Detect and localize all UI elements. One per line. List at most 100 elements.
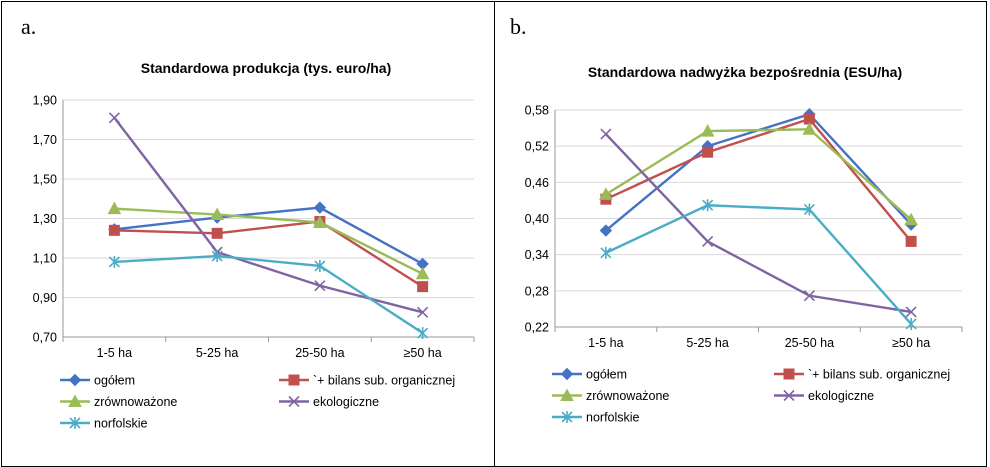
data-point bbox=[314, 259, 326, 272]
data-point bbox=[803, 203, 815, 216]
legend-label: `+ bilans sub. organicznej bbox=[313, 374, 455, 388]
x-tick-label: 1-5 ha bbox=[588, 336, 623, 350]
y-tick-label: 0,90 bbox=[33, 291, 57, 305]
legend-item: norfolskie bbox=[60, 417, 148, 431]
y-tick-label: 0,70 bbox=[33, 331, 57, 345]
panel-b-letter: b. bbox=[510, 14, 527, 39]
data-point bbox=[904, 212, 918, 226]
x-tick-label: ≥50 ha bbox=[404, 346, 442, 360]
data-point bbox=[600, 246, 612, 259]
y-tick-label: 0,28 bbox=[525, 284, 549, 298]
legend-item: ekologiczne bbox=[279, 395, 379, 409]
y-tick-label: 1,70 bbox=[33, 133, 57, 147]
x-tick-label: 1-5 ha bbox=[97, 346, 132, 360]
y-tick-label: 0,46 bbox=[525, 176, 549, 190]
data-point bbox=[211, 250, 223, 263]
x-tick-label: 25-50 ha bbox=[785, 336, 834, 350]
panel-a-letter: a. bbox=[21, 14, 37, 39]
legend-label: norfolskie bbox=[94, 417, 148, 431]
panel-divider bbox=[494, 1, 495, 467]
data-point bbox=[600, 128, 612, 140]
series-line bbox=[605, 204, 913, 325]
legend-swatch-marker bbox=[69, 417, 81, 429]
y-tick-label: 1,10 bbox=[33, 252, 57, 266]
legend-item: norfolskie bbox=[552, 411, 640, 425]
series-line bbox=[114, 206, 424, 265]
y-tick-label: 0,40 bbox=[525, 212, 549, 226]
legend-swatch-marker bbox=[288, 395, 300, 408]
series-0 bbox=[599, 108, 918, 237]
series-line bbox=[114, 254, 424, 335]
y-tick-label: 1,90 bbox=[33, 94, 57, 108]
chart-a: Standardowa produkcja (tys. euro/ha) 0,70… bbox=[33, 60, 475, 431]
data-point bbox=[700, 124, 715, 137]
data-point bbox=[417, 281, 429, 293]
data-point bbox=[107, 201, 122, 215]
series-line bbox=[605, 128, 912, 221]
data-point bbox=[415, 266, 430, 280]
series-2 bbox=[107, 201, 430, 280]
data-point bbox=[702, 235, 714, 247]
legend-swatch-marker bbox=[783, 368, 795, 380]
series-2 bbox=[599, 122, 918, 226]
data-point bbox=[417, 306, 429, 318]
legend-item: zrównoważone bbox=[60, 394, 177, 409]
legend-swatch-marker bbox=[288, 374, 300, 386]
data-point bbox=[802, 122, 817, 135]
series-line bbox=[114, 207, 424, 275]
data-point bbox=[599, 187, 613, 200]
legend-label: ekologiczne bbox=[313, 395, 379, 409]
legend-item: zrównoważone bbox=[552, 388, 669, 403]
y-tick-label: 1,50 bbox=[33, 173, 57, 187]
legend-swatch-marker bbox=[560, 367, 574, 381]
data-point bbox=[803, 290, 815, 302]
legend-item: ekologiczne bbox=[774, 389, 874, 403]
legend-label: `+ bilans sub. organicznej bbox=[808, 368, 950, 382]
data-point bbox=[417, 327, 429, 340]
legend-swatch-marker bbox=[561, 411, 573, 423]
y-tick-label: 0,58 bbox=[525, 104, 549, 118]
legend-label: ogółem bbox=[94, 374, 135, 388]
data-point bbox=[210, 207, 224, 221]
series-4 bbox=[600, 199, 917, 330]
series-4 bbox=[108, 250, 429, 340]
chart-title: Standardowa produkcja (tys. euro/ha) bbox=[141, 60, 392, 76]
y-tick-label: 0,52 bbox=[525, 140, 549, 154]
data-point bbox=[211, 227, 223, 239]
data-point bbox=[905, 317, 917, 330]
legend-label: zrównoważone bbox=[586, 389, 669, 403]
series-line bbox=[114, 220, 424, 288]
data-point bbox=[905, 306, 917, 318]
legend-swatch-marker bbox=[560, 388, 574, 401]
legend-swatch-marker bbox=[68, 394, 82, 407]
legend-label: ekologiczne bbox=[808, 389, 874, 403]
data-point bbox=[599, 224, 613, 237]
x-tick-label: 5-25 ha bbox=[686, 336, 728, 350]
legend-label: norfolskie bbox=[586, 411, 640, 425]
data-point bbox=[313, 215, 327, 228]
data-point bbox=[313, 201, 327, 214]
legend-swatch-marker bbox=[783, 389, 795, 402]
series-line bbox=[605, 112, 913, 232]
legend-item: ogółem bbox=[552, 368, 627, 382]
data-point bbox=[108, 112, 120, 124]
y-tick-label: 1,30 bbox=[33, 212, 57, 226]
data-point bbox=[314, 280, 326, 292]
x-tick-label: 5-25 ha bbox=[196, 346, 238, 360]
data-point bbox=[702, 146, 714, 158]
x-tick-label: ≥50 ha bbox=[892, 336, 930, 350]
chart-title: Standardowa nadwyżka bezpośrednia (ESU/h… bbox=[588, 64, 902, 80]
y-tick-label: 0,22 bbox=[525, 321, 549, 335]
series-3 bbox=[600, 128, 917, 318]
y-tick-label: 0,34 bbox=[525, 248, 549, 262]
x-tick-label: 25-50 ha bbox=[295, 346, 344, 360]
data-point bbox=[108, 224, 120, 236]
legend-item: `+ bilans sub. organicznej bbox=[279, 374, 455, 388]
legend-swatch-marker bbox=[68, 373, 82, 387]
data-point bbox=[702, 199, 714, 212]
legend-label: ogółem bbox=[586, 368, 627, 382]
legend-item: `+ bilans sub. organicznej bbox=[774, 368, 950, 382]
data-point bbox=[905, 235, 917, 247]
